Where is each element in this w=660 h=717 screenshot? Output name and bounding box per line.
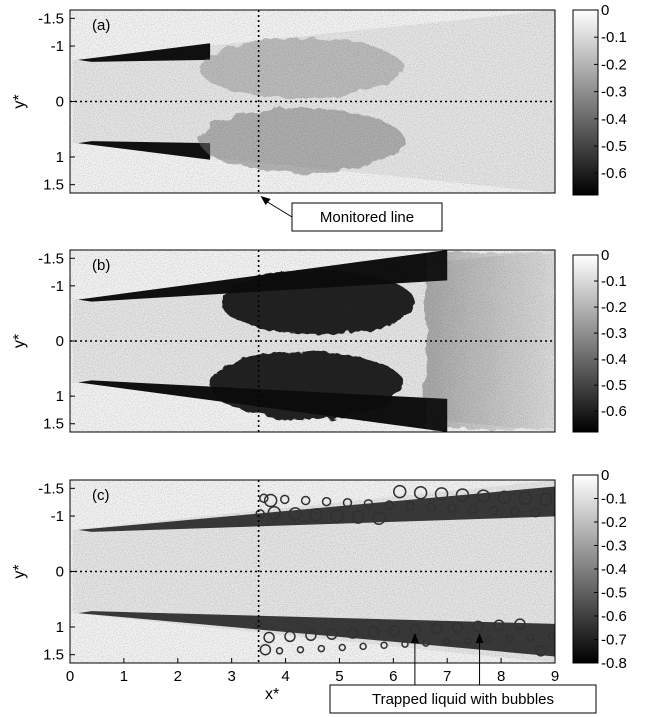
panel-label: (a) bbox=[92, 17, 110, 34]
panel-image bbox=[70, 480, 555, 663]
xtick-label: 2 bbox=[174, 668, 182, 685]
ytick-label: 1 bbox=[56, 149, 64, 166]
colorbar-tick-label: -0.1 bbox=[601, 273, 627, 290]
colorbar bbox=[572, 254, 599, 433]
arrow-head bbox=[410, 633, 419, 643]
y-axis-label: y* bbox=[11, 94, 28, 108]
ytick-label: -1.5 bbox=[38, 480, 64, 497]
panel-a: -1.5 -1 0 1 1.5 y* (a) 0 -0.1 -0.2 -0.3 -0.4 -0.5 -0.… bbox=[11, 2, 627, 232]
colorbar bbox=[572, 9, 599, 196]
colorbar-tick-label: -0.5 bbox=[601, 585, 627, 602]
colorbar-tick-label: -0.1 bbox=[601, 491, 627, 508]
colorbar-tick-label: -0.8 bbox=[601, 655, 627, 672]
colorbar-tick-label: -0.3 bbox=[601, 538, 627, 555]
callout-box bbox=[291, 202, 443, 232]
arrow-head bbox=[260, 196, 271, 205]
colorbar bbox=[572, 474, 599, 664]
colorbar-tick-label: -0.3 bbox=[601, 84, 627, 101]
xtick-label: 4 bbox=[281, 668, 289, 685]
ytick-label: -1 bbox=[51, 278, 64, 295]
colorbar-tick-label: -0.2 bbox=[601, 299, 627, 316]
panel-b: -1.5 -1 0 1 1.5 y* (b) 0 -0.1 -0.2 -0.3 -0.4 -0.5 -0.… bbox=[11, 247, 627, 433]
image-noise bbox=[70, 480, 555, 663]
ytick-label: 1.5 bbox=[43, 416, 64, 433]
xtick-label: 9 bbox=[551, 668, 559, 685]
colorbar-tick-label: 0 bbox=[601, 467, 609, 484]
xtick-label: 1 bbox=[120, 668, 128, 685]
callout-box bbox=[329, 684, 597, 714]
ytick-label: 1.5 bbox=[43, 647, 64, 664]
xtick-label: 8 bbox=[497, 668, 505, 685]
ytick-label: -1.5 bbox=[38, 10, 64, 27]
panel-label: (b) bbox=[92, 257, 110, 274]
image-noise bbox=[70, 10, 555, 193]
colorbar-tick-label: -0.6 bbox=[601, 608, 627, 625]
ytick-label: -1.5 bbox=[38, 250, 64, 267]
panel-label: (c) bbox=[92, 487, 110, 504]
arrow-head bbox=[475, 633, 484, 643]
colorbar-tick-label: 0 bbox=[601, 2, 609, 19]
colorbar-tick-label: -0.6 bbox=[601, 403, 627, 420]
xtick-label: 6 bbox=[389, 668, 397, 685]
callout-text: Monitored line bbox=[320, 209, 414, 226]
colorbar-tick-label: -0.2 bbox=[601, 514, 627, 531]
ytick-label: -1 bbox=[51, 508, 64, 525]
xtick-label: 7 bbox=[443, 668, 451, 685]
ytick-label: 1.5 bbox=[43, 177, 64, 194]
panel-image bbox=[70, 250, 555, 432]
colorbar-tick-label: -0.7 bbox=[601, 632, 627, 649]
ytick-label: 0 bbox=[56, 94, 64, 111]
colorbar-tick-label: -0.5 bbox=[601, 138, 627, 155]
x-axis-label: x* bbox=[265, 686, 279, 703]
colorbar-tick-label: -0.6 bbox=[601, 165, 627, 182]
xtick-label: 3 bbox=[227, 668, 235, 685]
colorbar-tick-label: -0.3 bbox=[601, 325, 627, 342]
image-noise bbox=[70, 250, 555, 432]
y-axis-label: y* bbox=[11, 334, 28, 348]
ytick-label: 1 bbox=[56, 388, 64, 405]
colorbar-tick-label: -0.4 bbox=[601, 351, 627, 368]
ytick-label: -1 bbox=[51, 38, 64, 55]
xtick-label: 0 bbox=[66, 668, 74, 685]
colorbar-tick-label: -0.4 bbox=[601, 111, 627, 128]
colorbar-tick-label: 0 bbox=[601, 247, 609, 264]
colorbar-tick-label: -0.2 bbox=[601, 56, 627, 73]
ytick-label: 1 bbox=[56, 619, 64, 636]
colorbar-tick-label: -0.1 bbox=[601, 29, 627, 46]
colorbar-tick-label: -0.5 bbox=[601, 377, 627, 394]
ytick-label: 0 bbox=[56, 564, 64, 581]
xtick-label: 5 bbox=[335, 668, 343, 685]
ytick-label: 0 bbox=[56, 333, 64, 350]
callout-text: Trapped liquid with bubbles bbox=[372, 691, 554, 708]
colorbar-tick-label: -0.4 bbox=[601, 561, 627, 578]
y-axis-label: y* bbox=[11, 564, 28, 578]
panel-c: -1.5 -1 0 1 1.5 y* (c) 0 1 2 3 4 5 6 7 8 9 x* 0 -0.1 -0.2 -0.… bbox=[11, 467, 627, 714]
panel-image bbox=[70, 10, 555, 193]
